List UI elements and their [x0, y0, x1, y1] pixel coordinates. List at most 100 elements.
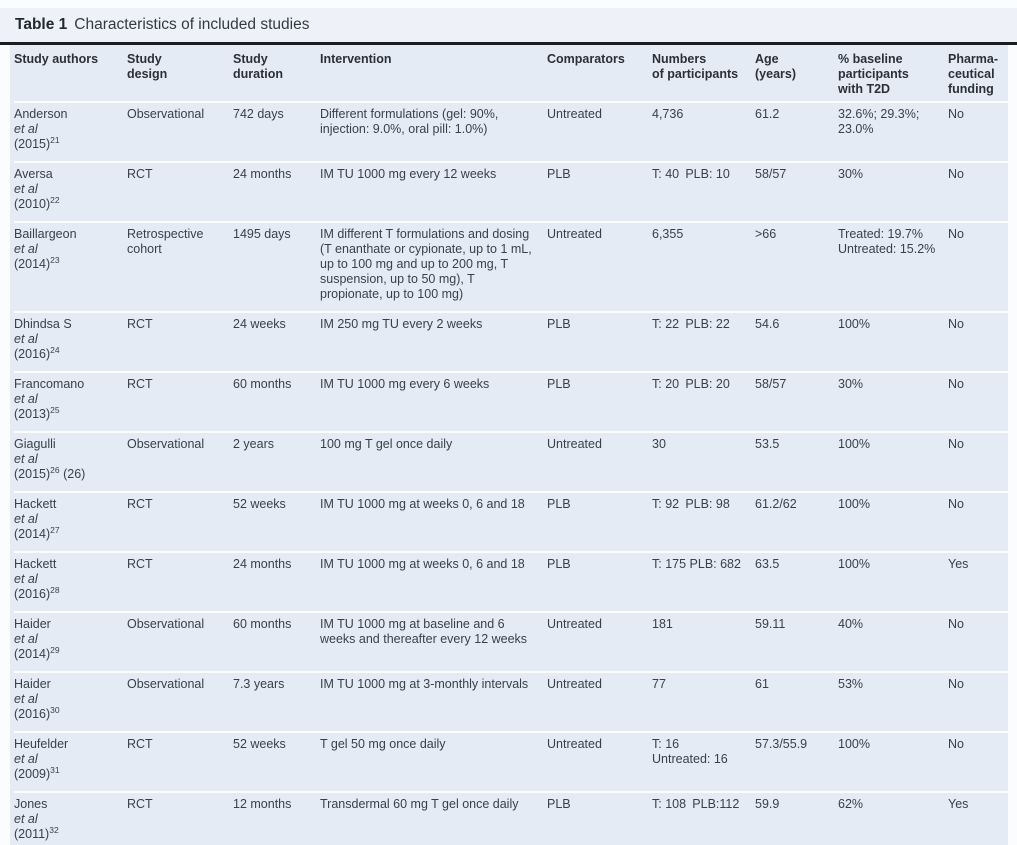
- cell-participants: 77: [652, 677, 666, 691]
- author-reference-number: 29: [50, 644, 60, 655]
- author-etal: et al: [14, 182, 38, 196]
- cell-age: 57.3/55.9: [755, 737, 808, 751]
- cell-funding: Yes: [948, 557, 969, 571]
- column-header-study-authors: Study authors: [14, 52, 99, 66]
- author-reference-number: 22: [50, 194, 60, 205]
- author-etal: et al: [14, 452, 38, 466]
- cell-age: 61.2: [755, 107, 780, 121]
- cell-study-duration: 60 months: [233, 377, 292, 391]
- cell-comparator: Untreated: [547, 677, 602, 691]
- author-year: (2010): [14, 197, 51, 211]
- author-reference-number: 31: [50, 764, 60, 775]
- table-row: Hackett et al (2016)28 RCT 24 months IM …: [14, 551, 1008, 611]
- cell-baseline-t2d: 30%: [838, 377, 864, 391]
- cell-study-design: Observational: [127, 107, 205, 121]
- cell-study-duration: 24 months: [233, 167, 292, 181]
- author-name: Dhindsa S: [14, 317, 72, 331]
- cell-baseline-t2d: 100%: [838, 557, 870, 571]
- author-etal: et al: [14, 752, 38, 766]
- cell-study-design: Observational: [127, 617, 205, 631]
- table-row: Haider et al (2016)30 Observational 7.3 …: [14, 671, 1008, 731]
- cell-age: 54.6: [755, 317, 780, 331]
- cell-participants: T: 92 PLB: 98: [652, 497, 730, 511]
- author-name: Jones: [14, 797, 48, 811]
- cell-age: 58/57: [755, 377, 787, 391]
- cell-comparator: Untreated: [547, 227, 602, 241]
- table-row: Aversa et al (2010)22 RCT 24 months IM T…: [14, 161, 1008, 221]
- cell-comparator: PLB: [547, 557, 571, 571]
- table-row: Dhindsa S et al (2016)24 RCT 24 weeks IM…: [14, 311, 1008, 371]
- author-etal: et al: [14, 692, 38, 706]
- cell-baseline-t2d: 40%: [838, 617, 864, 631]
- table-title-label: Table 1: [15, 16, 68, 33]
- cell-baseline-t2d: 100%: [838, 317, 870, 331]
- cell-study-duration: 60 months: [233, 617, 292, 631]
- page-top-margin: [0, 0, 1017, 8]
- cell-funding: No: [948, 167, 964, 181]
- cell-study-authors: Haider et al (2016)30: [14, 673, 127, 731]
- cell-baseline-t2d: Treated: 19.7% Untreated: 15.2%: [838, 227, 936, 256]
- column-header-study-duration: Study duration: [233, 52, 283, 81]
- cell-comparator: PLB: [547, 797, 571, 811]
- author-year: (2015): [14, 467, 51, 481]
- cell-study-authors: Baillargeon et al (2014)23: [14, 223, 127, 311]
- cell-study-authors: Aversa et al (2010)22: [14, 163, 127, 221]
- cell-participants: T: 40 PLB: 10: [652, 167, 730, 181]
- cell-intervention: IM TU 1000 mg every 12 weeks: [320, 167, 497, 181]
- author-name: Haider: [14, 617, 51, 631]
- cell-age: >66: [755, 227, 777, 241]
- cell-study-design: Observational: [127, 437, 205, 451]
- table-row: Heufelder et al (2009)31 RCT 52 weeks T …: [14, 731, 1008, 791]
- author-year: (2011): [14, 827, 50, 841]
- cell-study-duration: 52 weeks: [233, 497, 286, 511]
- cell-participants: T: 22 PLB: 22: [652, 317, 730, 331]
- cell-study-authors: Anderson et al (2015)21: [14, 103, 127, 161]
- column-header-study-design: Study design: [127, 52, 168, 81]
- cell-intervention: IM TU 1000 mg at 3-monthly intervals: [320, 677, 529, 691]
- cell-comparator: Untreated: [547, 617, 602, 631]
- table-title-text: Characteristics of included studies: [74, 16, 310, 33]
- author-etal: et al: [14, 512, 38, 526]
- cell-study-authors: Hackett et al (2016)28: [14, 553, 127, 611]
- table-row: Jones et al (2011)32 RCT 12 months Trans…: [14, 791, 1008, 845]
- cell-intervention: IM different T formulations and dosing (…: [320, 227, 532, 301]
- cell-participants: 6,355: [652, 227, 684, 241]
- cell-funding: No: [948, 377, 964, 391]
- table-row: Giagulli et al (2015)26 (26) Observation…: [14, 431, 1008, 491]
- column-header-intervention: Intervention: [320, 52, 392, 66]
- table-row: Haider et al (2014)29 Observational 60 m…: [14, 611, 1008, 671]
- cell-participants: 30: [652, 437, 666, 451]
- author-year: (2014): [14, 527, 51, 541]
- cell-study-design: Observational: [127, 677, 205, 691]
- cell-study-authors: Giagulli et al (2015)26 (26): [14, 433, 127, 491]
- author-name: Baillargeon: [14, 227, 77, 241]
- cell-participants: T: 175 PLB: 682: [652, 557, 741, 571]
- author-year: (2014): [14, 647, 51, 661]
- cell-funding: No: [948, 227, 964, 241]
- author-year: (2016): [14, 347, 51, 361]
- cell-study-design: RCT: [127, 377, 153, 391]
- author-reference-number: 25: [50, 404, 60, 415]
- author-year: (2009): [14, 767, 51, 781]
- studies-table: Study authors Study design Study duratio…: [10, 45, 1008, 845]
- table-row: Francomano et al (2013)25 RCT 60 months …: [14, 371, 1008, 431]
- author-name: Heufelder: [14, 737, 69, 751]
- table-row: Anderson et al (2015)21 Observational 74…: [14, 103, 1008, 161]
- cell-age: 58/57: [755, 167, 787, 181]
- cell-funding: Yes: [948, 797, 969, 811]
- cell-comparator: PLB: [547, 317, 571, 331]
- cell-study-design: RCT: [127, 797, 153, 811]
- cell-study-design: RCT: [127, 497, 153, 511]
- table-title: Table 1 Characteristics of included stud…: [0, 8, 1017, 42]
- column-header-baseline-t2d: % baseline participants with T2D: [838, 52, 909, 96]
- author-reference-number: 27: [50, 524, 60, 535]
- cell-intervention: IM TU 1000 mg at baseline and 6 weeks an…: [320, 617, 528, 646]
- cell-age: 63.5: [755, 557, 780, 571]
- author-etal: et al: [14, 392, 38, 406]
- cell-study-authors: Francomano et al (2013)25: [14, 373, 127, 431]
- cell-study-duration: 12 months: [233, 797, 292, 811]
- author-etal: et al: [14, 332, 38, 346]
- author-reference-number: 26: [50, 464, 60, 475]
- cell-funding: No: [948, 107, 964, 121]
- author-etal: et al: [14, 812, 38, 826]
